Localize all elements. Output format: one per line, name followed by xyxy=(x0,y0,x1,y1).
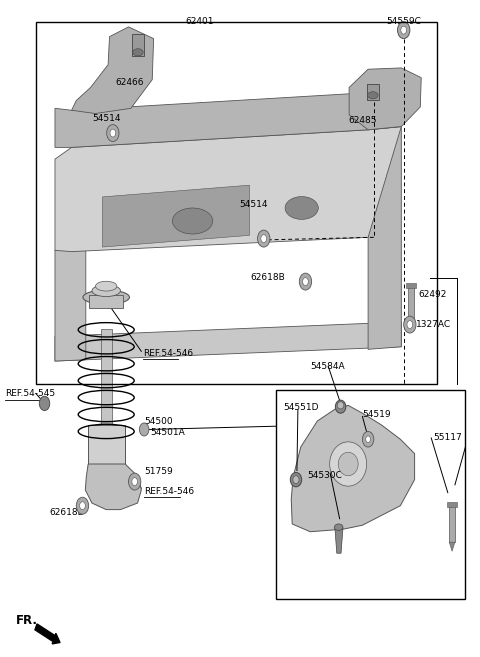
Circle shape xyxy=(366,436,371,443)
Circle shape xyxy=(110,129,116,137)
Text: 54514: 54514 xyxy=(92,114,120,124)
Ellipse shape xyxy=(330,442,367,486)
Circle shape xyxy=(76,497,89,514)
Ellipse shape xyxy=(335,524,343,530)
Polygon shape xyxy=(55,247,86,361)
Ellipse shape xyxy=(290,472,301,487)
Circle shape xyxy=(300,273,312,290)
Ellipse shape xyxy=(368,92,378,99)
Text: 54584A: 54584A xyxy=(310,362,345,371)
Polygon shape xyxy=(335,528,343,553)
Text: REF.54-546: REF.54-546 xyxy=(143,349,193,358)
Polygon shape xyxy=(368,127,401,350)
Bar xyxy=(132,34,144,57)
Circle shape xyxy=(107,125,119,141)
Bar xyxy=(100,328,112,425)
Polygon shape xyxy=(55,322,401,361)
Text: 62466: 62466 xyxy=(116,78,144,87)
Ellipse shape xyxy=(338,452,358,476)
Polygon shape xyxy=(102,185,250,247)
Circle shape xyxy=(397,22,410,39)
Circle shape xyxy=(80,502,85,510)
Text: 54500: 54500 xyxy=(144,417,173,426)
Ellipse shape xyxy=(133,49,143,56)
Text: FR.: FR. xyxy=(16,614,38,627)
Bar xyxy=(276,390,466,599)
Text: 54514: 54514 xyxy=(239,200,267,209)
Circle shape xyxy=(132,478,137,486)
Bar xyxy=(88,425,125,464)
Circle shape xyxy=(139,423,149,436)
Bar xyxy=(449,505,455,542)
Ellipse shape xyxy=(92,285,120,296)
Circle shape xyxy=(302,278,308,286)
Bar xyxy=(36,22,437,384)
Ellipse shape xyxy=(336,400,346,413)
Circle shape xyxy=(401,26,407,34)
Polygon shape xyxy=(349,68,421,130)
Polygon shape xyxy=(72,27,154,114)
Text: 54551D: 54551D xyxy=(284,403,319,413)
Ellipse shape xyxy=(285,196,318,219)
Circle shape xyxy=(362,432,374,447)
Text: 51759: 51759 xyxy=(144,467,173,476)
Circle shape xyxy=(258,230,270,247)
FancyArrow shape xyxy=(35,624,60,644)
Circle shape xyxy=(129,473,141,490)
Text: 54519: 54519 xyxy=(362,410,391,419)
Ellipse shape xyxy=(293,476,299,484)
Text: 55117: 55117 xyxy=(433,434,462,442)
Text: 62618B: 62618B xyxy=(49,508,84,516)
Bar xyxy=(447,502,457,507)
Polygon shape xyxy=(55,91,401,147)
Polygon shape xyxy=(291,405,415,532)
Ellipse shape xyxy=(337,402,344,409)
Text: 62485: 62485 xyxy=(348,116,377,125)
Bar xyxy=(367,83,379,101)
Circle shape xyxy=(261,235,266,242)
Ellipse shape xyxy=(172,208,213,234)
Text: 54559C: 54559C xyxy=(386,16,421,26)
Bar xyxy=(406,283,416,288)
Text: 54501A: 54501A xyxy=(150,428,185,437)
Text: 62618B: 62618B xyxy=(251,273,285,283)
Text: 62401: 62401 xyxy=(185,16,214,26)
Polygon shape xyxy=(449,542,455,551)
Circle shape xyxy=(404,316,416,333)
Text: REF.54-546: REF.54-546 xyxy=(144,487,194,496)
Text: 54530C: 54530C xyxy=(307,470,342,480)
Bar xyxy=(408,286,414,319)
Ellipse shape xyxy=(83,290,130,304)
Bar xyxy=(89,294,123,307)
Text: 1327AC: 1327AC xyxy=(416,320,451,329)
Circle shape xyxy=(39,396,50,411)
Circle shape xyxy=(407,321,413,328)
Text: REF.54-545: REF.54-545 xyxy=(5,389,55,398)
Text: 62492: 62492 xyxy=(418,290,446,299)
Polygon shape xyxy=(85,464,141,510)
Polygon shape xyxy=(55,127,401,252)
Ellipse shape xyxy=(96,281,117,291)
